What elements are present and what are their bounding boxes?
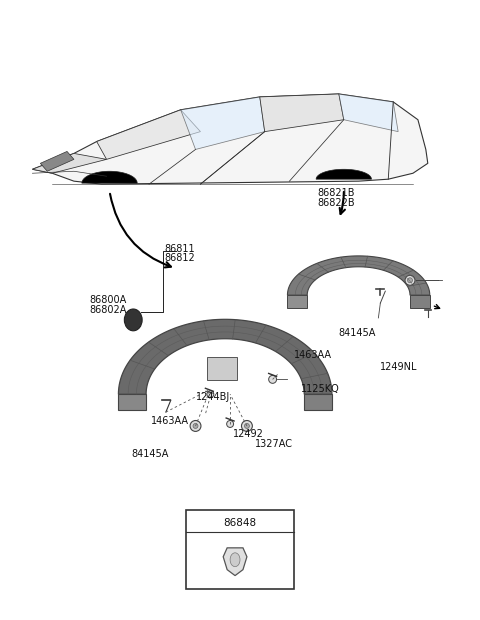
Polygon shape	[260, 94, 344, 131]
Circle shape	[241, 420, 252, 432]
Text: 1244BJ: 1244BJ	[195, 392, 230, 402]
Text: 86821B: 86821B	[317, 188, 355, 198]
Text: 86848: 86848	[223, 518, 257, 528]
Text: 12492: 12492	[233, 429, 264, 439]
Text: 1125KQ: 1125KQ	[301, 384, 340, 394]
Polygon shape	[339, 94, 398, 131]
Ellipse shape	[230, 553, 240, 567]
Circle shape	[405, 275, 415, 285]
Polygon shape	[410, 295, 430, 308]
Polygon shape	[288, 256, 430, 295]
Polygon shape	[288, 295, 307, 308]
Circle shape	[193, 423, 198, 428]
Polygon shape	[223, 548, 247, 575]
Circle shape	[227, 420, 234, 427]
Circle shape	[190, 420, 201, 432]
Ellipse shape	[124, 309, 142, 331]
Bar	[207, 356, 237, 380]
Text: 84145A: 84145A	[131, 449, 168, 459]
Polygon shape	[40, 151, 74, 171]
Polygon shape	[82, 171, 137, 183]
Circle shape	[269, 375, 276, 383]
Text: 86800A: 86800A	[90, 295, 127, 305]
Text: 1463AA: 1463AA	[294, 350, 332, 360]
Circle shape	[244, 423, 250, 428]
Polygon shape	[180, 97, 264, 149]
Text: 1249NL: 1249NL	[380, 363, 418, 373]
Polygon shape	[119, 319, 332, 394]
Polygon shape	[33, 94, 428, 184]
Polygon shape	[316, 169, 372, 179]
Text: 84145A: 84145A	[339, 328, 376, 338]
Bar	[186, 510, 294, 590]
Text: 86812: 86812	[164, 254, 195, 264]
Text: 86811: 86811	[164, 244, 194, 254]
Circle shape	[408, 278, 412, 283]
Polygon shape	[119, 394, 146, 410]
Text: 1327AC: 1327AC	[255, 439, 293, 449]
Polygon shape	[33, 153, 107, 173]
Polygon shape	[96, 110, 201, 159]
Text: 1463AA: 1463AA	[151, 416, 189, 426]
Polygon shape	[304, 394, 332, 410]
Circle shape	[207, 391, 214, 397]
Text: 86822B: 86822B	[317, 198, 355, 208]
Text: 86802A: 86802A	[90, 305, 127, 315]
